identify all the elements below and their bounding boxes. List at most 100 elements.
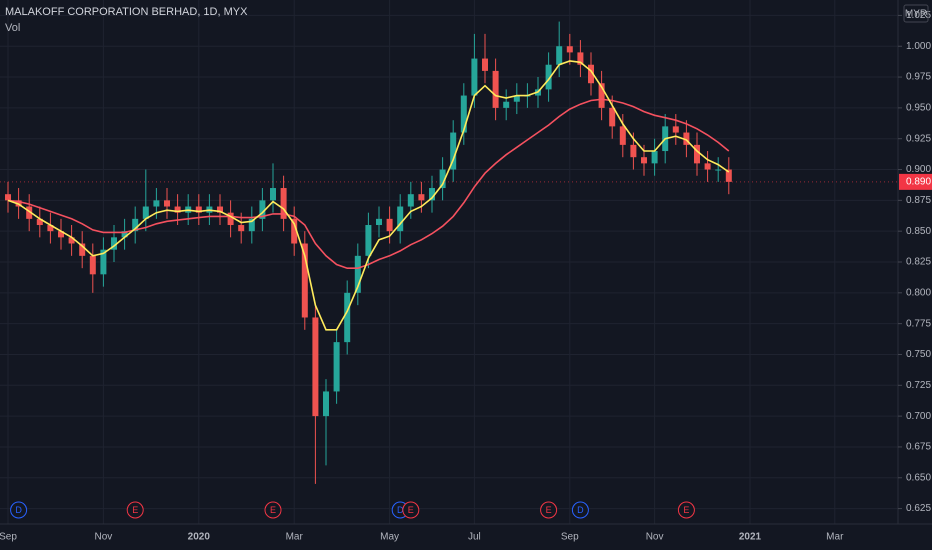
candle-body <box>651 151 658 164</box>
y-tick-label: 1.000 <box>906 41 931 52</box>
candle-body <box>694 144 700 164</box>
candle-body <box>58 231 64 238</box>
candle-body <box>704 163 711 170</box>
candle-body <box>227 212 234 226</box>
candle-body <box>683 132 690 145</box>
candle-body <box>556 46 563 65</box>
candle-body <box>89 255 96 275</box>
y-tick-label: 0.675 <box>906 442 931 453</box>
grid <box>0 0 898 524</box>
candle-body <box>354 255 361 293</box>
y-tick-label: 0.775 <box>906 318 931 329</box>
x-tick-label: Sep <box>0 532 17 543</box>
y-tick-label: 0.800 <box>906 287 931 298</box>
candle-body <box>513 95 520 102</box>
candle-body <box>26 206 33 219</box>
candle-body <box>301 243 308 318</box>
event-label[interactable]: D <box>577 505 584 515</box>
x-tick-label: Nov <box>646 532 664 543</box>
candle-body <box>323 391 329 417</box>
candle-body <box>47 225 54 232</box>
y-tick-label: 0.875 <box>906 195 931 206</box>
candle-body <box>630 144 637 158</box>
y-tick-label: 0.925 <box>906 133 931 144</box>
event-label[interactable]: D <box>397 505 404 515</box>
candle-body <box>100 249 107 275</box>
candle-body <box>344 292 351 343</box>
event-label[interactable]: E <box>132 505 138 515</box>
y-tick-label: 0.900 <box>906 164 931 175</box>
candle-body <box>333 342 340 392</box>
candle-body <box>450 132 457 170</box>
candle-body <box>270 188 276 201</box>
candle-body <box>439 169 446 189</box>
candle-body <box>503 101 510 108</box>
candle-body <box>482 58 488 71</box>
indicator-label: Vol <box>5 22 20 34</box>
event-label[interactable]: E <box>408 505 414 515</box>
candle-body <box>715 169 722 171</box>
x-tick-label: Mar <box>286 532 304 543</box>
event-label[interactable]: E <box>683 505 689 515</box>
event-marker[interactable] <box>540 501 558 519</box>
axes: 0.625 0.650 0.675 0.700 0.725 0.750 0.775 0.800… <box>0 10 932 543</box>
currency[interactable]: MYR <box>905 9 927 20</box>
currency-box[interactable] <box>903 4 929 23</box>
candle-body <box>577 52 584 65</box>
y-tick-label: 0.975 <box>906 72 931 83</box>
candle-body <box>588 64 594 84</box>
x-tick-label: Mar <box>826 532 844 543</box>
ema-line <box>7 60 730 331</box>
candle-body <box>238 225 245 232</box>
event-marker[interactable] <box>126 501 144 519</box>
candle-body <box>397 206 404 232</box>
candle-body <box>545 64 552 90</box>
candle-body <box>460 95 467 133</box>
y-tick-label: 0.825 <box>906 257 931 268</box>
y-tick-label: 0.725 <box>906 380 931 391</box>
candle-body <box>376 218 382 226</box>
candle-body <box>121 231 128 238</box>
x-tick-label: 2020 <box>188 532 211 543</box>
event-marker[interactable] <box>10 501 28 519</box>
event-label[interactable]: D <box>15 505 22 515</box>
candle-body <box>79 243 86 256</box>
plot <box>0 21 898 484</box>
candle-body <box>132 218 139 232</box>
y-tick-label: 0.750 <box>906 349 931 360</box>
candle-body <box>111 237 117 250</box>
y-tick-label: 1.025 <box>906 10 931 21</box>
candle-body <box>429 188 435 201</box>
candle-body <box>566 46 573 53</box>
y-tick-label: 0.625 <box>906 503 931 514</box>
event-marker[interactable] <box>571 501 589 519</box>
candle-body <box>248 218 255 232</box>
candle-body <box>492 70 499 108</box>
last-price-box <box>899 173 932 190</box>
event-label[interactable]: E <box>546 505 552 515</box>
candle-body <box>142 206 149 219</box>
candle-body <box>36 218 43 226</box>
candle-body <box>386 218 393 232</box>
candle-body <box>407 194 414 207</box>
candle-body <box>259 200 266 219</box>
candle-body <box>153 200 160 207</box>
candle-body <box>291 218 298 244</box>
event-marker[interactable] <box>677 501 695 519</box>
event-label[interactable]: E <box>270 505 276 515</box>
y-tick-label: 0.850 <box>906 226 931 237</box>
x-tick-label: Nov <box>95 532 113 543</box>
y-tick-label: 0.650 <box>906 472 931 483</box>
candle-body <box>418 194 425 201</box>
x-tick-label: Jul <box>468 532 481 543</box>
event-marker[interactable] <box>402 501 420 519</box>
candle-body <box>641 157 647 164</box>
candle-body <box>672 126 679 133</box>
x-tick-label: Sep <box>561 532 579 543</box>
event-marker[interactable] <box>264 501 282 519</box>
x-tick-label: May <box>380 532 399 543</box>
candle-body <box>725 169 732 182</box>
last-price-label: 0.890 <box>906 176 931 187</box>
